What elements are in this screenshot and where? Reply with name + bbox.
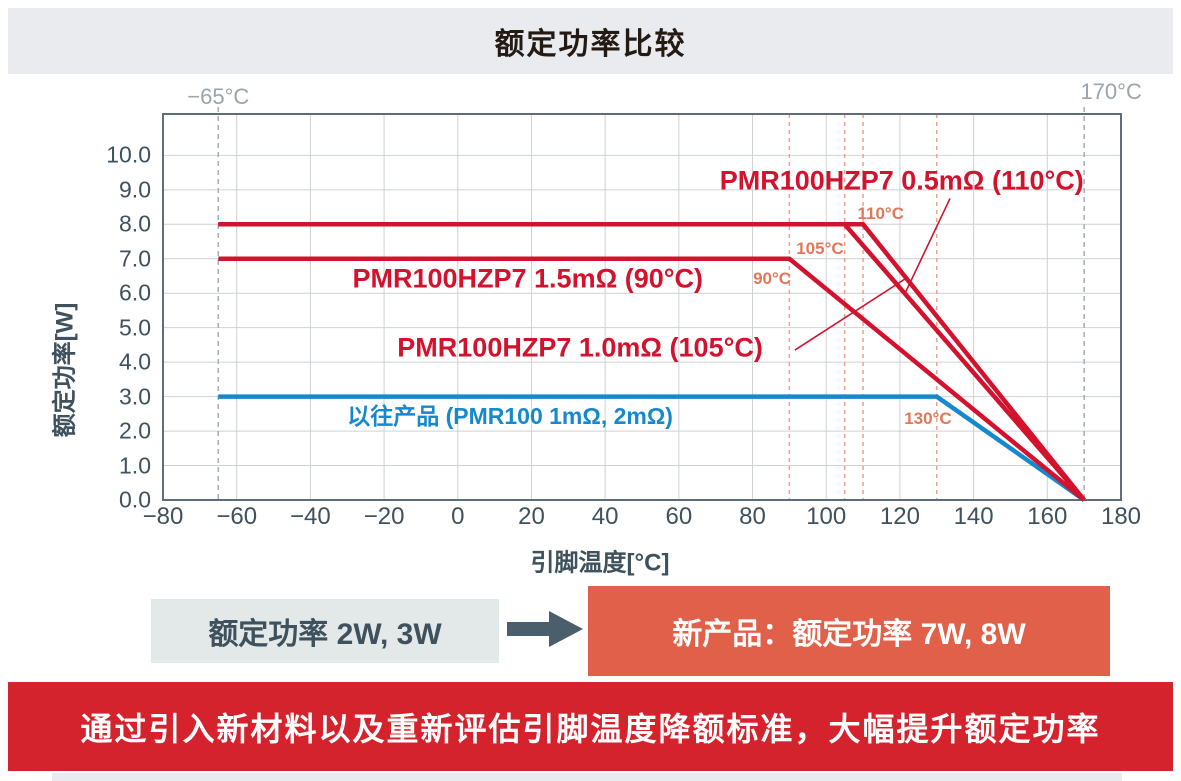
label-leader-line (904, 198, 951, 294)
temp-range-label: 170°C (1080, 79, 1142, 104)
x-tick-label: −60 (216, 503, 258, 530)
x-tick-label: −20 (363, 503, 405, 530)
x-tick-label: 120 (879, 503, 920, 530)
plot-svg (162, 107, 1122, 502)
y-tick-label: 5.0 (119, 314, 151, 341)
right-arrow-icon (507, 611, 583, 647)
y-tick-label: 3.0 (119, 383, 151, 410)
x-tick-label: 180 (1100, 503, 1142, 530)
y-tick-label: 1.0 (119, 452, 151, 479)
y-tick-label: 0.0 (119, 486, 151, 513)
x-tick-label: 160 (1027, 503, 1068, 530)
x-axis-title: 引脚温度[°C] (530, 549, 670, 577)
y-tick-label: 2.0 (119, 417, 151, 444)
series-line-0 (218, 222, 1086, 502)
series-line-3 (218, 394, 1086, 502)
x-tick-label: 80 (739, 503, 766, 530)
x-tick-label: 40 (591, 503, 619, 530)
y-tick-label: 6.0 (119, 279, 151, 306)
label-leader-line (794, 277, 908, 351)
x-tick-label: −40 (290, 503, 331, 530)
temp-range-label: −65°C (187, 84, 250, 109)
footer-strip (52, 773, 1122, 781)
new-rated-power-label: 新产品：额定功率 7W, 8W (672, 618, 1026, 651)
y-tick-label: 10.0 (106, 141, 151, 168)
bottom-banner-text: 通过引入新材料以及重新评估引脚温度降额标准，大幅提升额定功率 (80, 710, 1101, 747)
x-tick-label: 20 (518, 503, 545, 530)
y-tick-label: 4.0 (119, 348, 151, 375)
page-title: 额定功率比较 (494, 28, 687, 61)
x-tick-label: 100 (806, 503, 847, 530)
y-tick-label: 8.0 (119, 210, 151, 237)
bottom-banner: 通过引入新材料以及重新评估引脚温度降额标准，大幅提升额定功率 (8, 682, 1173, 771)
x-tick-label: −80 (142, 503, 184, 530)
old-rated-power-box: 额定功率 2W, 3W (151, 599, 499, 663)
plot-border (162, 113, 1122, 501)
series-line-2 (218, 256, 1086, 502)
x-tick-label: 140 (953, 503, 994, 530)
y-tick-label: 7.0 (119, 245, 151, 272)
y-tick-label: 9.0 (119, 176, 151, 203)
y-axis-title: 额定功率[W] (51, 302, 79, 438)
x-tick-label: 60 (665, 503, 693, 530)
x-tick-label: 0 (451, 503, 465, 530)
new-rated-power-box: 新产品：额定功率 7W, 8W (588, 586, 1110, 676)
title-band: 额定功率比较 (8, 8, 1173, 74)
old-rated-power-label: 额定功率 2W, 3W (208, 618, 442, 651)
